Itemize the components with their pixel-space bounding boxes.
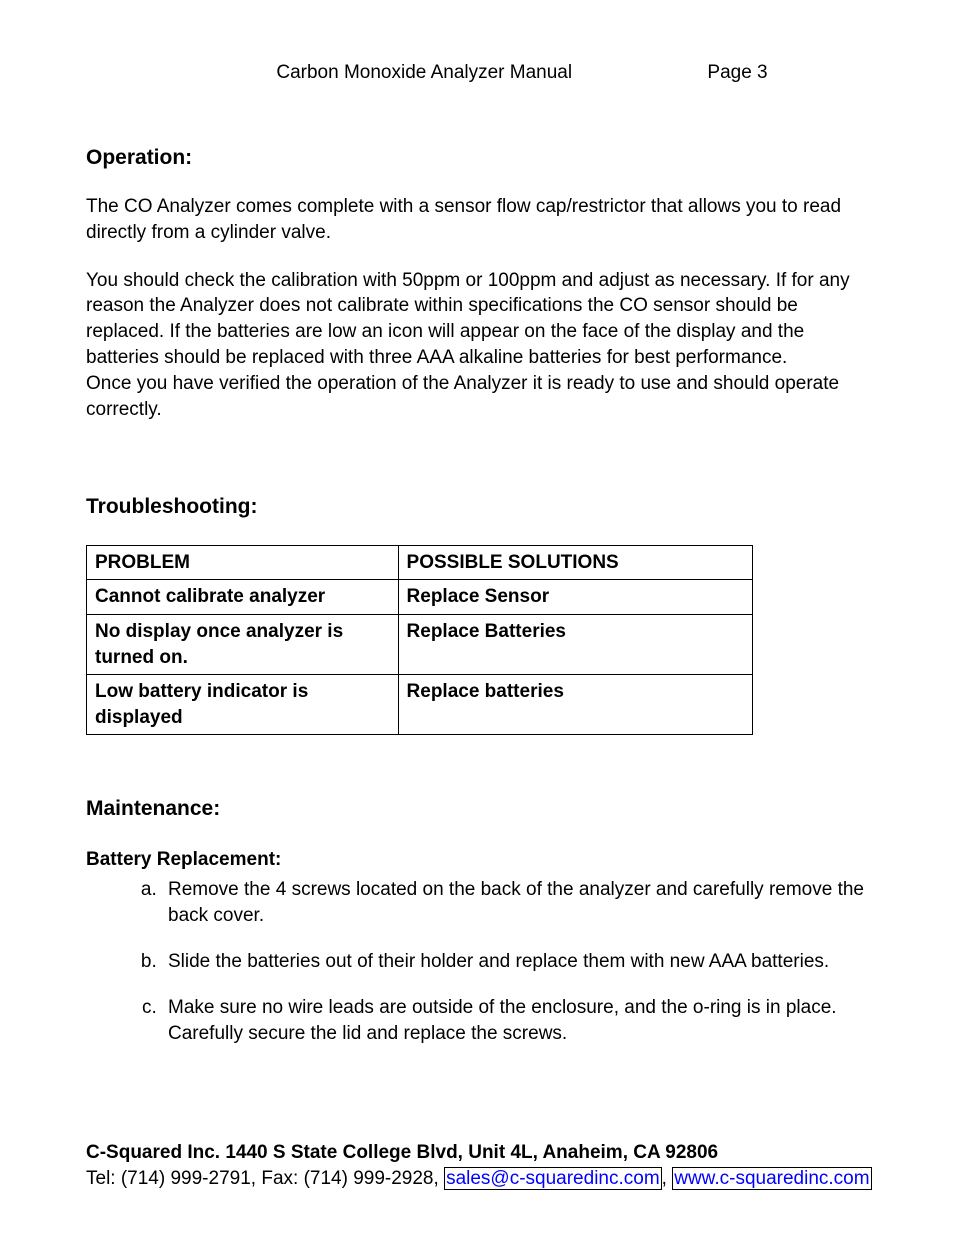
header-page: Page 3 xyxy=(707,62,767,84)
table-cell-solution: Replace Batteries xyxy=(398,614,752,674)
list-item: Make sure no wire leads are outside of t… xyxy=(162,995,868,1047)
table-cell-solution: Replace batteries xyxy=(398,675,752,735)
table-row: Cannot calibrate analyzer Replace Sensor xyxy=(87,580,753,615)
table-cell-problem: Cannot calibrate analyzer xyxy=(87,580,399,615)
table-cell-problem: Low battery indicator is displayed xyxy=(87,675,399,735)
operation-para-3: Once you have verified the operation of … xyxy=(86,371,868,423)
troubleshooting-heading: Troubleshooting: xyxy=(86,495,868,519)
page-header: Carbon Monoxide Analyzer Manual Page 3 xyxy=(86,62,868,84)
operation-heading: Operation: xyxy=(86,146,868,170)
maintenance-heading: Maintenance: xyxy=(86,797,868,821)
operation-para-2: You should check the calibration with 50… xyxy=(86,268,868,371)
operation-para-1: The CO Analyzer comes complete with a se… xyxy=(86,194,868,246)
table-cell-problem: No display once analyzer is turned on. xyxy=(87,614,399,674)
troubleshooting-table: PROBLEM POSSIBLE SOLUTIONS Cannot calibr… xyxy=(86,545,753,736)
page-footer: C-Squared Inc. 1440 S State College Blvd… xyxy=(86,1140,872,1193)
battery-replacement-subheading: Battery Replacement: xyxy=(86,847,868,873)
list-item: Slide the batteries out of their holder … xyxy=(162,949,868,975)
table-header-solutions: POSSIBLE SOLUTIONS xyxy=(398,545,752,580)
header-title: Carbon Monoxide Analyzer Manual xyxy=(276,62,572,84)
table-header-problem: PROBLEM xyxy=(87,545,399,580)
table-cell-solution: Replace Sensor xyxy=(398,580,752,615)
table-row: Low battery indicator is displayed Repla… xyxy=(87,675,753,735)
footer-email-link[interactable]: sales@c-squaredinc.com xyxy=(444,1167,662,1190)
footer-address: C-Squared Inc. 1440 S State College Blvd… xyxy=(86,1140,872,1167)
battery-steps-list: Remove the 4 screws located on the back … xyxy=(86,877,868,1046)
table-row: No display once analyzer is turned on. R… xyxy=(87,614,753,674)
footer-contact: Tel: (714) 999-2791, Fax: (714) 999-2928… xyxy=(86,1166,872,1193)
footer-website-link[interactable]: www.c-squaredinc.com xyxy=(672,1167,871,1190)
footer-separator: , xyxy=(662,1168,673,1189)
footer-contact-prefix: Tel: (714) 999-2791, Fax: (714) 999-2928… xyxy=(86,1168,444,1189)
list-item: Remove the 4 screws located on the back … xyxy=(162,877,868,929)
table-row: PROBLEM POSSIBLE SOLUTIONS xyxy=(87,545,753,580)
